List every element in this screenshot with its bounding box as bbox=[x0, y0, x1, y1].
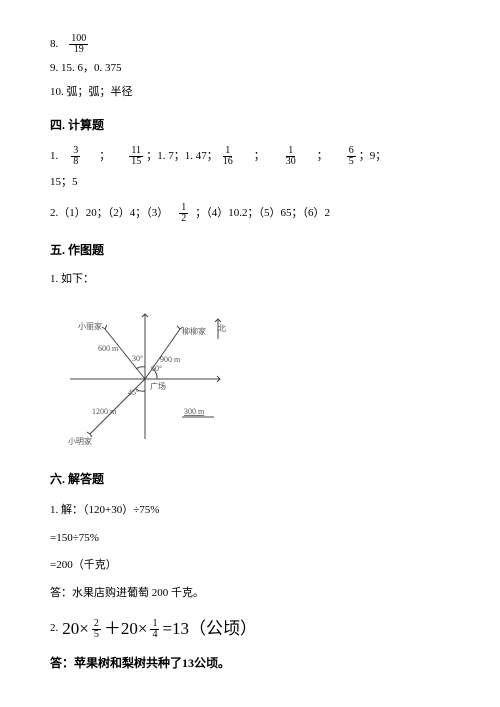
s4-q2: 2.（1）20；（2）4；（3） 1 2 ；（4）10.2；（5）65；（6）2 bbox=[50, 203, 450, 224]
frac-den: 16 bbox=[221, 157, 235, 167]
angle-30: 30° bbox=[132, 354, 143, 363]
s4q1-prefix: 1. bbox=[50, 147, 58, 167]
s4q1-frac-4: 116 bbox=[221, 146, 235, 167]
s4-q1: 1. 38 ； 1115；1. 7；1. 47；116 ； 130 ； 65；9； bbox=[50, 146, 450, 167]
s6-q1: 1. 解：（120+30）÷75% =150÷75% =200（千克） 答：水果… bbox=[50, 501, 450, 604]
s4q1-frac-2: 1115 bbox=[129, 146, 143, 167]
s6q2-prefix: 2. bbox=[50, 619, 58, 639]
s4q1-frac-6: 130 bbox=[284, 146, 298, 167]
label-600: 600 m bbox=[98, 344, 119, 353]
frac-den: 5 bbox=[347, 157, 356, 167]
label-1200: 1200 m bbox=[92, 407, 117, 416]
s4q2-den: 2 bbox=[179, 214, 188, 224]
s5-q1: 1. 如下： bbox=[50, 270, 450, 290]
s6-q2: 2. 20× 2 5 ＋20× 1 4 =13（公顷） bbox=[50, 614, 450, 645]
angle-45: 45° bbox=[128, 388, 139, 397]
s4q1-text-3: ；1. 7；1. 47； bbox=[146, 147, 218, 167]
q8-den: 19 bbox=[72, 45, 86, 55]
frac-den: 15 bbox=[129, 157, 143, 167]
s4q2-prefix: 2.（1）20；（2）4；（3） bbox=[50, 204, 168, 224]
item-10: 10. 弧；弧；半径 bbox=[50, 83, 450, 103]
frac-den: 8 bbox=[71, 157, 80, 167]
s4q2-suffix: ；（4）10.2；（5）65；（6）2 bbox=[195, 204, 330, 224]
section-6-heading: 六. 解答题 bbox=[50, 469, 450, 491]
s6q2-f1: 2 5 bbox=[92, 619, 101, 640]
label-900: 900 m bbox=[160, 355, 181, 364]
item-9: 9. 15. 6，0. 375 bbox=[50, 59, 450, 79]
s6q1-l3: =200（千克） bbox=[50, 556, 450, 576]
s6q2-f2d: 4 bbox=[150, 630, 159, 640]
separator: ； bbox=[317, 147, 328, 167]
label-liuliu: 柳柳家 bbox=[182, 326, 206, 336]
q8-fraction: 100 19 bbox=[69, 34, 88, 55]
s6q1-l4: 答：水果店购进葡萄 200 千克。 bbox=[50, 584, 450, 604]
s6q1-l2: =150÷75% bbox=[50, 529, 450, 549]
section-4-heading: 四. 计算题 bbox=[50, 115, 450, 137]
s6q2-a: 20× bbox=[62, 614, 89, 645]
s4q1-frac-0: 38 bbox=[71, 146, 80, 167]
angle-60: 60° bbox=[151, 364, 162, 373]
s4q2-frac: 1 2 bbox=[179, 203, 188, 224]
separator: ； bbox=[254, 147, 265, 167]
label-xiaoming: 小明家 bbox=[68, 436, 92, 446]
s6q2-f2: 1 4 bbox=[150, 619, 159, 640]
s4q1-frac-8: 65 bbox=[347, 146, 356, 167]
diagram-svg: 小丽家 柳柳家 广场 小明家 600 m 900 m 1200 m 30° 60… bbox=[50, 299, 250, 449]
s4q1-text-9: ；9； bbox=[359, 147, 387, 167]
s6q2-c: =13（公顷） bbox=[162, 614, 257, 645]
section-5-heading: 五. 作图题 bbox=[50, 240, 450, 262]
label-guang: 广场 bbox=[150, 381, 166, 391]
label-scale: 300 m bbox=[184, 407, 205, 416]
s6q2-answer: 答：苹果树和梨树共种了13公顷。 bbox=[50, 653, 450, 675]
s6q2-b: ＋20× bbox=[104, 614, 148, 645]
direction-diagram: 小丽家 柳柳家 广场 小明家 600 m 900 m 1200 m 30° 60… bbox=[50, 299, 450, 457]
s4-q1-tail: 15；5 bbox=[50, 173, 450, 193]
label-north: 北 bbox=[218, 324, 226, 333]
s6q2-f1d: 5 bbox=[92, 630, 101, 640]
frac-den: 30 bbox=[284, 157, 298, 167]
item-8: 8. 100 19 bbox=[50, 34, 450, 55]
label-xiaoli: 小丽家 bbox=[78, 321, 102, 331]
q8-prefix: 8. bbox=[50, 35, 58, 55]
s6q1-l1: 1. 解：（120+30）÷75% bbox=[50, 501, 450, 521]
separator: ； bbox=[99, 147, 110, 167]
